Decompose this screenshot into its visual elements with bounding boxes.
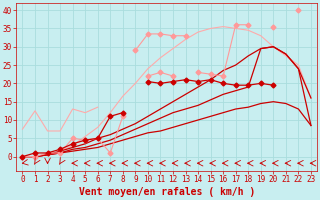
X-axis label: Vent moyen/en rafales ( km/h ): Vent moyen/en rafales ( km/h ) [79, 187, 255, 197]
